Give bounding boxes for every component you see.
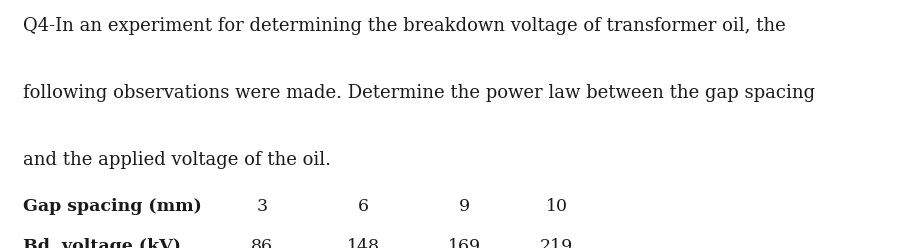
Text: Bd. voltage (kV): Bd. voltage (kV) — [23, 238, 181, 248]
Text: 9: 9 — [459, 198, 470, 216]
Text: 148: 148 — [346, 238, 380, 248]
Text: 10: 10 — [545, 198, 567, 216]
Text: 6: 6 — [357, 198, 369, 216]
Text: following observations were made. Determine the power law between the gap spacin: following observations were made. Determ… — [23, 84, 814, 102]
Text: 169: 169 — [448, 238, 481, 248]
Text: and the applied voltage of the oil.: and the applied voltage of the oil. — [23, 151, 331, 169]
Text: 219: 219 — [539, 238, 573, 248]
Text: Q4-In an experiment for determining the breakdown voltage of transformer oil, th: Q4-In an experiment for determining the … — [23, 17, 785, 35]
Text: Gap spacing (mm): Gap spacing (mm) — [23, 198, 201, 216]
Text: 86: 86 — [251, 238, 273, 248]
Text: 3: 3 — [256, 198, 267, 216]
